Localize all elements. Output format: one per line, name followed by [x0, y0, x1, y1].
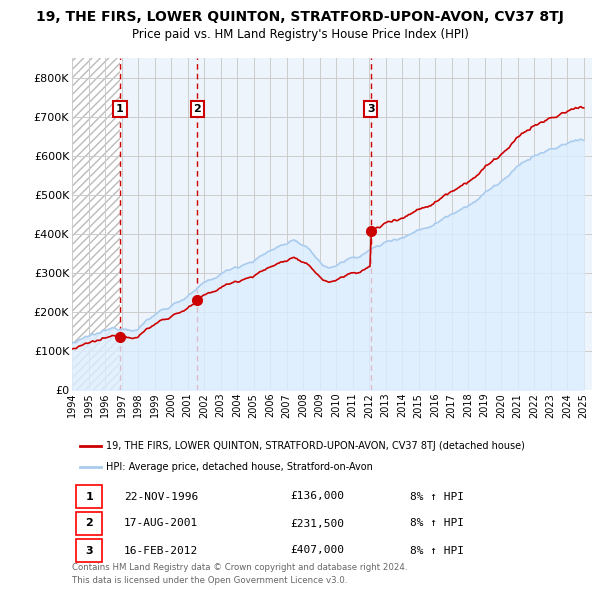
Text: HPI: Average price, detached house, Stratford-on-Avon: HPI: Average price, detached house, Stra… [106, 462, 373, 472]
Bar [72, 58, 120, 390]
Text: Contains HM Land Registry data © Crown copyright and database right 2024.: Contains HM Land Registry data © Crown c… [72, 563, 407, 572]
Text: 17-AUG-2001: 17-AUG-2001 [124, 519, 198, 529]
FancyBboxPatch shape [76, 512, 102, 535]
Text: 8% ↑ HPI: 8% ↑ HPI [410, 546, 464, 556]
Text: 2: 2 [85, 519, 93, 529]
Text: 3: 3 [85, 546, 93, 556]
Text: 8% ↑ HPI: 8% ↑ HPI [410, 491, 464, 502]
Text: 19, THE FIRS, LOWER QUINTON, STRATFORD-UPON-AVON, CV37 8TJ (detached house): 19, THE FIRS, LOWER QUINTON, STRATFORD-U… [106, 441, 524, 451]
Text: 22-NOV-1996: 22-NOV-1996 [124, 491, 198, 502]
Text: 1: 1 [116, 104, 124, 114]
Text: 8% ↑ HPI: 8% ↑ HPI [410, 519, 464, 529]
FancyBboxPatch shape [76, 485, 102, 508]
Text: 19, THE FIRS, LOWER QUINTON, STRATFORD-UPON-AVON, CV37 8TJ: 19, THE FIRS, LOWER QUINTON, STRATFORD-U… [36, 10, 564, 24]
Text: £136,000: £136,000 [290, 491, 344, 502]
Bar [72, 58, 120, 390]
Text: 16-FEB-2012: 16-FEB-2012 [124, 546, 198, 556]
Text: Price paid vs. HM Land Registry's House Price Index (HPI): Price paid vs. HM Land Registry's House … [131, 28, 469, 41]
Text: This data is licensed under the Open Government Licence v3.0.: This data is licensed under the Open Gov… [72, 576, 347, 585]
Text: 1: 1 [85, 491, 93, 502]
FancyBboxPatch shape [76, 539, 102, 562]
Text: 3: 3 [367, 104, 374, 114]
Text: £407,000: £407,000 [290, 546, 344, 556]
Text: £231,500: £231,500 [290, 519, 344, 529]
Text: 2: 2 [194, 104, 202, 114]
